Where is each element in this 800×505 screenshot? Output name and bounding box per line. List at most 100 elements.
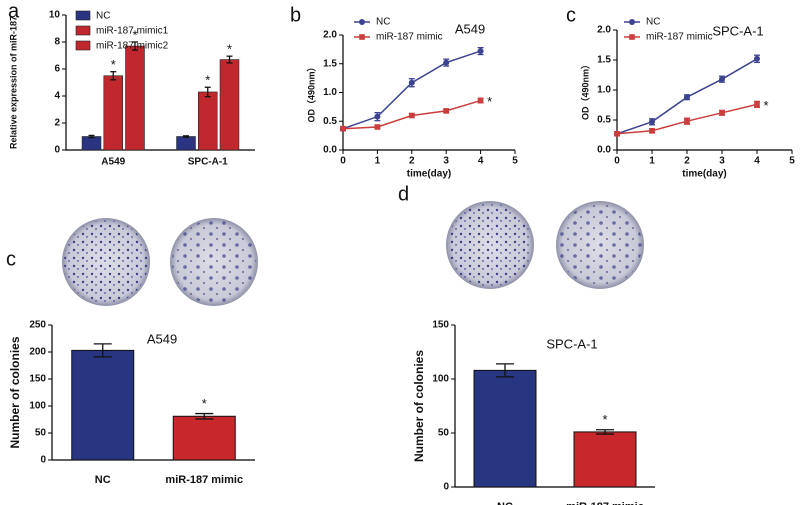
point — [719, 110, 725, 116]
x-tick-label: SPC-A-1 — [188, 157, 228, 168]
x-tick-label: NC — [95, 474, 111, 486]
significance-mark: * — [487, 94, 492, 109]
significance-mark: * — [202, 396, 207, 411]
y-tick-label: 250 — [29, 320, 46, 331]
bar — [473, 369, 537, 488]
bar — [103, 75, 124, 151]
error-bar — [496, 363, 514, 378]
point — [374, 124, 381, 130]
point — [614, 131, 620, 137]
x-tick-label: NC — [497, 501, 513, 505]
legend-label: NC — [376, 17, 390, 28]
x-tick-label: 4 — [754, 156, 760, 167]
error-bar — [195, 412, 214, 420]
y-tick-label: 150 — [432, 320, 449, 331]
legend-marker — [359, 34, 365, 40]
legend-label: NC — [646, 17, 660, 28]
x-tick-label: 0 — [614, 156, 620, 167]
dish-colonies — [172, 220, 256, 304]
significance-mark: * — [227, 42, 232, 57]
point — [443, 108, 449, 114]
error-bar — [204, 86, 211, 98]
error-bar — [226, 55, 233, 64]
y-tick-label: 150 — [29, 374, 46, 385]
point — [477, 48, 484, 55]
bar — [573, 431, 637, 488]
x-tick-label: miR-187 mimic — [566, 501, 644, 505]
legend-swatch — [75, 25, 91, 36]
panel-label: a — [8, 0, 20, 22]
x-axis-label: time(day) — [682, 169, 726, 180]
point — [374, 113, 381, 120]
point — [684, 118, 690, 124]
point — [649, 118, 655, 125]
y-tick-label: 8 — [54, 37, 60, 48]
legend-label: miR-187 mimic1 — [96, 26, 169, 37]
x-axis-label: time(day) — [407, 169, 451, 180]
panel-label: b — [290, 4, 301, 26]
significance-mark: * — [763, 98, 768, 113]
point — [340, 125, 346, 132]
panel-label: c — [6, 248, 16, 270]
y-tick-label: 1.0 — [323, 87, 337, 98]
x-tick-label: 1 — [649, 156, 655, 167]
y-tick-label: 0.0 — [597, 145, 611, 156]
legend-label: miR-187 mimic — [376, 32, 443, 43]
point — [443, 59, 450, 66]
y-tick-label: 50 — [438, 428, 450, 439]
bar — [172, 415, 236, 461]
y-tick-label: 1.5 — [597, 55, 611, 66]
x-tick-label: 2 — [684, 156, 690, 167]
y-axis-label: OD（490nm） — [306, 62, 316, 122]
chart-title: SPC-A-1 — [546, 336, 597, 351]
significance-mark: * — [132, 27, 137, 42]
chart-title: A549 — [455, 21, 485, 36]
dish-colonies — [64, 220, 148, 304]
x-tick-label: miR-187 mimic — [165, 474, 243, 486]
dish-colonies — [448, 203, 532, 287]
x-tick-label: 2 — [409, 156, 415, 167]
y-tick-label: 100 — [29, 401, 46, 412]
bar — [219, 59, 240, 151]
legend-label: miR-187 mimic — [646, 32, 713, 43]
x-tick-label: 4 — [478, 156, 484, 167]
bar — [71, 349, 135, 461]
point — [649, 128, 655, 134]
legend-marker — [629, 19, 635, 25]
x-tick-label: 5 — [789, 156, 795, 167]
bar — [125, 45, 145, 151]
error-bar — [93, 343, 112, 358]
panel-label: c — [566, 4, 576, 26]
y-tick-label: 6 — [54, 64, 60, 75]
legend-swatch — [75, 10, 91, 21]
chart-title: SPC-A-1 — [712, 23, 763, 38]
y-tick-label: 0 — [40, 455, 46, 466]
y-tick-label: 0 — [443, 482, 449, 493]
point — [408, 79, 415, 86]
y-tick-label: 200 — [29, 347, 46, 358]
significance-mark: * — [205, 73, 210, 88]
y-tick-label: 0.5 — [323, 116, 337, 127]
dish-images — [62, 201, 644, 306]
y-tick-label: 1.5 — [323, 58, 337, 69]
legend-marker — [629, 34, 635, 40]
y-tick-label: 10 — [49, 10, 61, 21]
y-tick-label: 100 — [432, 374, 449, 385]
x-tick-label: 1 — [375, 156, 381, 167]
y-tick-label: 2 — [54, 118, 60, 129]
y-tick-label: 2.0 — [597, 25, 611, 36]
x-tick-label: 5 — [512, 156, 518, 167]
legend-marker — [359, 19, 365, 25]
y-tick-label: 50 — [35, 428, 47, 439]
y-axis-label: Number of colonies — [8, 336, 22, 448]
y-tick-label: 0.5 — [597, 115, 611, 126]
bar — [81, 136, 102, 151]
legend-swatch — [75, 40, 91, 51]
y-axis-label: OD（490nm） — [580, 60, 590, 120]
error-bar — [131, 41, 138, 51]
y-tick-label: 2.0 — [323, 30, 337, 41]
dish-colonies — [558, 203, 642, 287]
x-tick-label: 3 — [719, 156, 725, 167]
point — [409, 112, 415, 119]
chart-title: A549 — [147, 331, 177, 346]
